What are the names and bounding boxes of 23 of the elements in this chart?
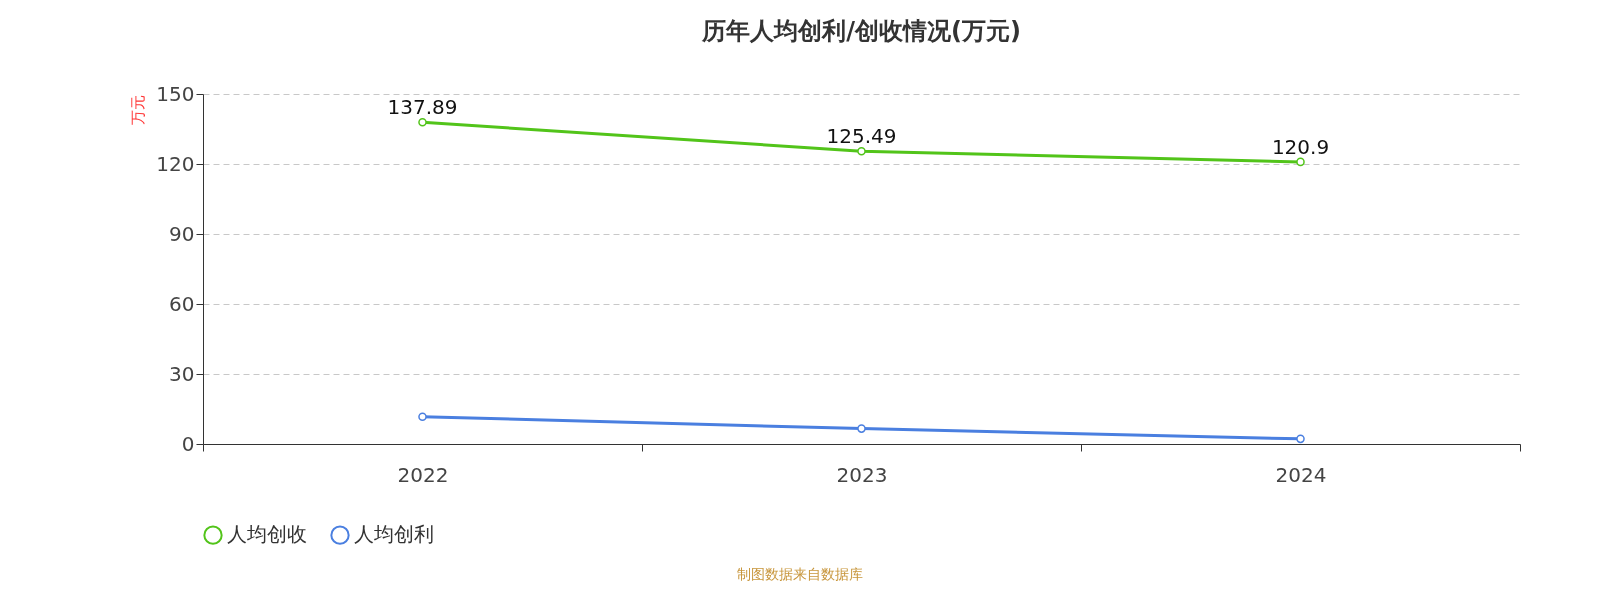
legend-label: 人均创利 [354,522,434,547]
y-tick-label: 60 [169,291,195,316]
y-tick-label: 120 [156,151,195,176]
text: 制图数据来自数据库 [736,566,864,584]
y-axis-title: 万元 [129,94,148,125]
x-tick-label: 2024 [1275,462,1327,487]
x-tick-label: 2022 [397,462,449,487]
y-tick-label: 30 [169,361,195,386]
data-label: 125.49 [826,124,897,149]
legend-label: 人均创收 [227,522,307,547]
y-tick-label: 150 [156,81,195,106]
point [857,424,866,433]
point [418,117,427,127]
point [857,146,866,156]
data-label: 137.89 [387,95,458,120]
chart-title: 历年人均创利/创收情况(万元) [701,17,1021,45]
data-label: 120.9 [1271,134,1330,159]
point [1296,434,1305,444]
y-tick-label: 0 [181,431,195,456]
point [1296,157,1305,167]
x-tick-label: 2023 [836,462,888,487]
point [418,412,427,421]
y-tick-label: 90 [169,221,195,246]
